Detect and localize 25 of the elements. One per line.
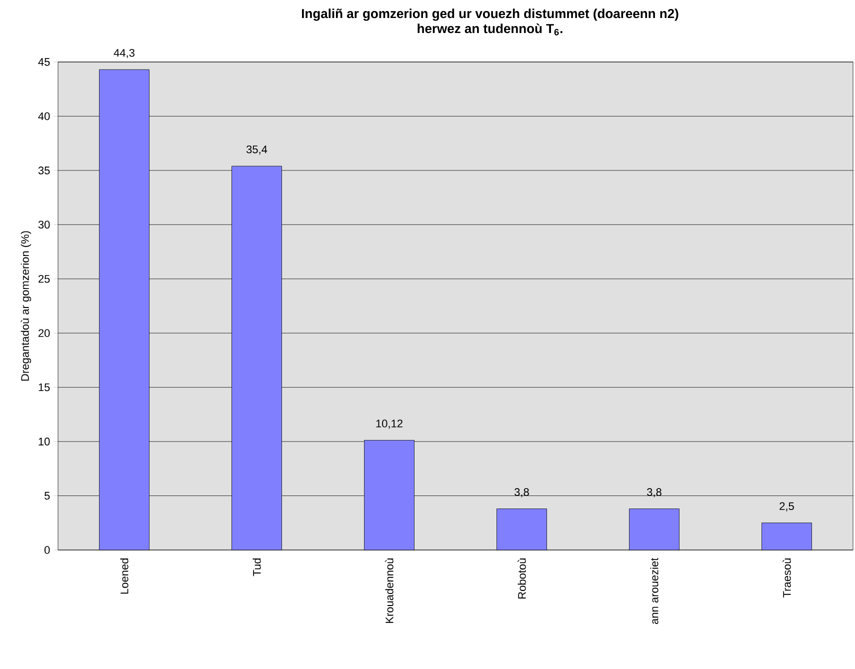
y-tick-label: 20: [38, 329, 50, 337]
y-tick-label: 5: [44, 492, 50, 500]
x-tick-label: Loened: [120, 558, 128, 594]
y-tick-label: 0: [44, 546, 50, 554]
data-label: 44,3: [114, 48, 134, 58]
data-label: 3,8: [514, 488, 529, 498]
y-tick-label: 40: [38, 112, 50, 120]
x-tick-label: Tud: [252, 558, 261, 576]
chart-subtitle: herwez an tudennoù T$_{6}$.: [418, 24, 562, 36]
y-tick-label: 45: [38, 58, 50, 66]
x-tick-label: Robotoù: [518, 558, 526, 598]
y-tick-label: 25: [38, 274, 50, 283]
chart-title: Ingaliñ ar gomzerion ged ur vouezh distummet (doareenn n2): [302, 8, 678, 21]
y-tick-label: 10: [38, 438, 50, 446]
y-axis-title: Dregantadoù ar gomzerion (%): [20, 231, 32, 381]
x-tick-label: Krouadennoù: [385, 558, 394, 623]
y-tick-label: 15: [38, 383, 50, 392]
x-tick-label: Traesoù: [782, 558, 791, 598]
y-tick-label: 35: [38, 166, 50, 174]
data-label: 2,5: [780, 502, 794, 512]
data-label: 3,8: [647, 488, 662, 498]
data-label: 10,12: [376, 420, 402, 429]
y-tick-label: 30: [38, 220, 50, 229]
data-label: 35,4: [246, 145, 268, 155]
x-tick-label: ann aroueziet: [650, 558, 658, 624]
